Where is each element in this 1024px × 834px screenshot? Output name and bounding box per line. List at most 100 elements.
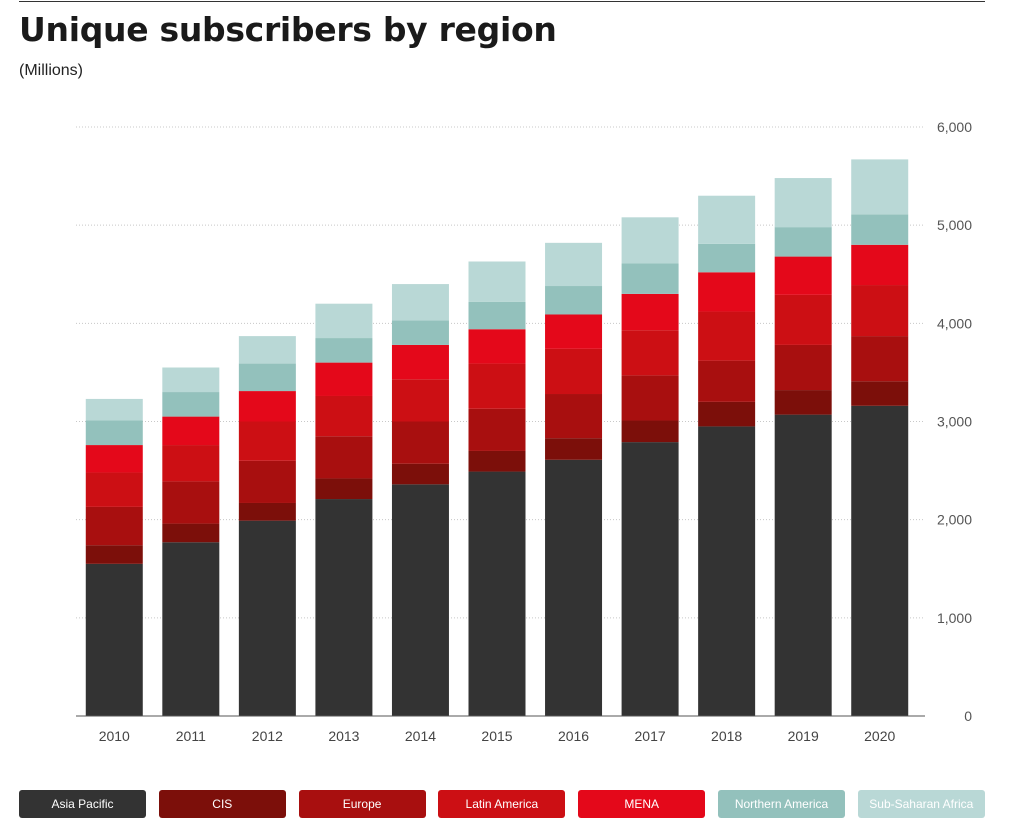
bar-segment bbox=[315, 499, 373, 716]
bar-segment bbox=[698, 195, 756, 244]
x-tick-label: 2018 bbox=[711, 728, 742, 744]
bar-segment bbox=[851, 244, 909, 286]
bar-segment bbox=[315, 395, 373, 437]
bar-segment bbox=[315, 362, 373, 396]
bar-segment bbox=[238, 421, 296, 461]
bar-segment bbox=[162, 542, 220, 716]
bar-segment bbox=[162, 445, 220, 482]
bar-segment bbox=[698, 401, 756, 427]
y-tick-label: 3,000 bbox=[937, 414, 972, 430]
y-tick-label: 6,000 bbox=[937, 119, 972, 135]
bar-segment bbox=[162, 367, 220, 393]
bar-segment bbox=[85, 420, 143, 446]
bar-segment bbox=[85, 506, 143, 546]
bar-segment bbox=[621, 217, 679, 264]
y-tick-label: 1,000 bbox=[937, 610, 972, 626]
bar-segment bbox=[545, 348, 603, 395]
bar-segment bbox=[162, 392, 220, 417]
bar-segment bbox=[851, 285, 909, 337]
bar-segment bbox=[468, 329, 526, 364]
bar-segment bbox=[391, 379, 449, 422]
x-tick-label: 2020 bbox=[864, 728, 895, 744]
bar-segment bbox=[851, 214, 909, 245]
chart-subtitle: (Millions) bbox=[19, 62, 83, 79]
bar-segment bbox=[774, 227, 832, 257]
bar-segment bbox=[468, 363, 526, 409]
bar-segment bbox=[391, 284, 449, 321]
bar-segment bbox=[315, 436, 373, 479]
x-tick-label: 2017 bbox=[635, 728, 666, 744]
bar-segment bbox=[85, 472, 143, 507]
y-tick-label: 4,000 bbox=[937, 315, 972, 331]
legend-item: Europe bbox=[298, 790, 426, 818]
bar-segment bbox=[391, 421, 449, 464]
bar-segment bbox=[621, 442, 679, 716]
bar-segment bbox=[238, 363, 296, 392]
y-tick-label: 5,000 bbox=[937, 217, 972, 233]
chart-title: Unique subscribers by region bbox=[19, 10, 557, 49]
bar-segment bbox=[238, 520, 296, 716]
bar-segment bbox=[468, 408, 526, 451]
legend-item: Latin America bbox=[438, 790, 566, 818]
x-tick-label: 2011 bbox=[176, 728, 206, 744]
bar-segment bbox=[698, 426, 756, 716]
bar-segment bbox=[545, 314, 603, 349]
bar-segment bbox=[391, 344, 449, 380]
bar-segment bbox=[774, 256, 832, 295]
legend-item: MENA bbox=[578, 790, 706, 818]
bar-segment bbox=[621, 375, 679, 421]
legend-item: Sub-Saharan Africa bbox=[857, 790, 985, 818]
x-tick-label: 2014 bbox=[405, 728, 436, 744]
bar-segment bbox=[545, 242, 603, 287]
bar-segment bbox=[238, 460, 296, 503]
bar-segment bbox=[698, 272, 756, 312]
bar-segment bbox=[621, 420, 679, 443]
bar-segment bbox=[315, 303, 373, 339]
bar-segment bbox=[391, 463, 449, 485]
bar-segment bbox=[162, 481, 220, 524]
x-tick-label: 2012 bbox=[252, 728, 283, 744]
bar-segment bbox=[238, 502, 296, 521]
legend: Asia Pacific CIS Europe Latin America MENA No… bbox=[19, 790, 985, 818]
bar-segment bbox=[545, 459, 603, 716]
bar-segment bbox=[162, 523, 220, 543]
legend-item: Asia Pacific bbox=[19, 790, 146, 818]
bar-segment bbox=[85, 445, 143, 473]
bar-segment bbox=[468, 471, 526, 716]
bar-segment bbox=[162, 416, 220, 446]
x-tick-label: 2010 bbox=[99, 728, 130, 744]
bar-segment bbox=[85, 398, 143, 421]
bar-segment bbox=[545, 438, 603, 460]
bar-segment bbox=[621, 263, 679, 294]
bar-segment bbox=[774, 178, 832, 228]
top-rule bbox=[19, 1, 985, 2]
bar-segment bbox=[851, 405, 909, 716]
bar-segment bbox=[468, 261, 526, 302]
bar-segment bbox=[851, 159, 909, 215]
bar-segment bbox=[698, 360, 756, 402]
bar-segment bbox=[698, 311, 756, 361]
bar-segment bbox=[851, 381, 909, 406]
bar-segment bbox=[774, 414, 832, 716]
bar-segment bbox=[545, 286, 603, 315]
bar-segment bbox=[468, 301, 526, 330]
bar-segment bbox=[468, 450, 526, 472]
bar-segment bbox=[774, 294, 832, 345]
legend-item: CIS bbox=[158, 790, 286, 818]
x-tick-label: 2016 bbox=[558, 728, 589, 744]
bar-segment bbox=[238, 336, 296, 364]
x-tick-label: 2013 bbox=[328, 728, 359, 744]
bar-segment bbox=[85, 563, 143, 716]
x-tick-label: 2019 bbox=[788, 728, 819, 744]
bar-segment bbox=[85, 545, 143, 564]
y-tick-label: 0 bbox=[964, 708, 972, 724]
bar-segment bbox=[238, 391, 296, 422]
bar-segment bbox=[315, 338, 373, 363]
legend-item: Northern America bbox=[718, 790, 845, 818]
bar-segment bbox=[851, 336, 909, 382]
bar-segment bbox=[774, 344, 832, 391]
bar-segment bbox=[774, 390, 832, 415]
y-tick-label: 2,000 bbox=[937, 512, 972, 528]
bar-segment bbox=[698, 243, 756, 273]
bar-segment bbox=[391, 484, 449, 716]
